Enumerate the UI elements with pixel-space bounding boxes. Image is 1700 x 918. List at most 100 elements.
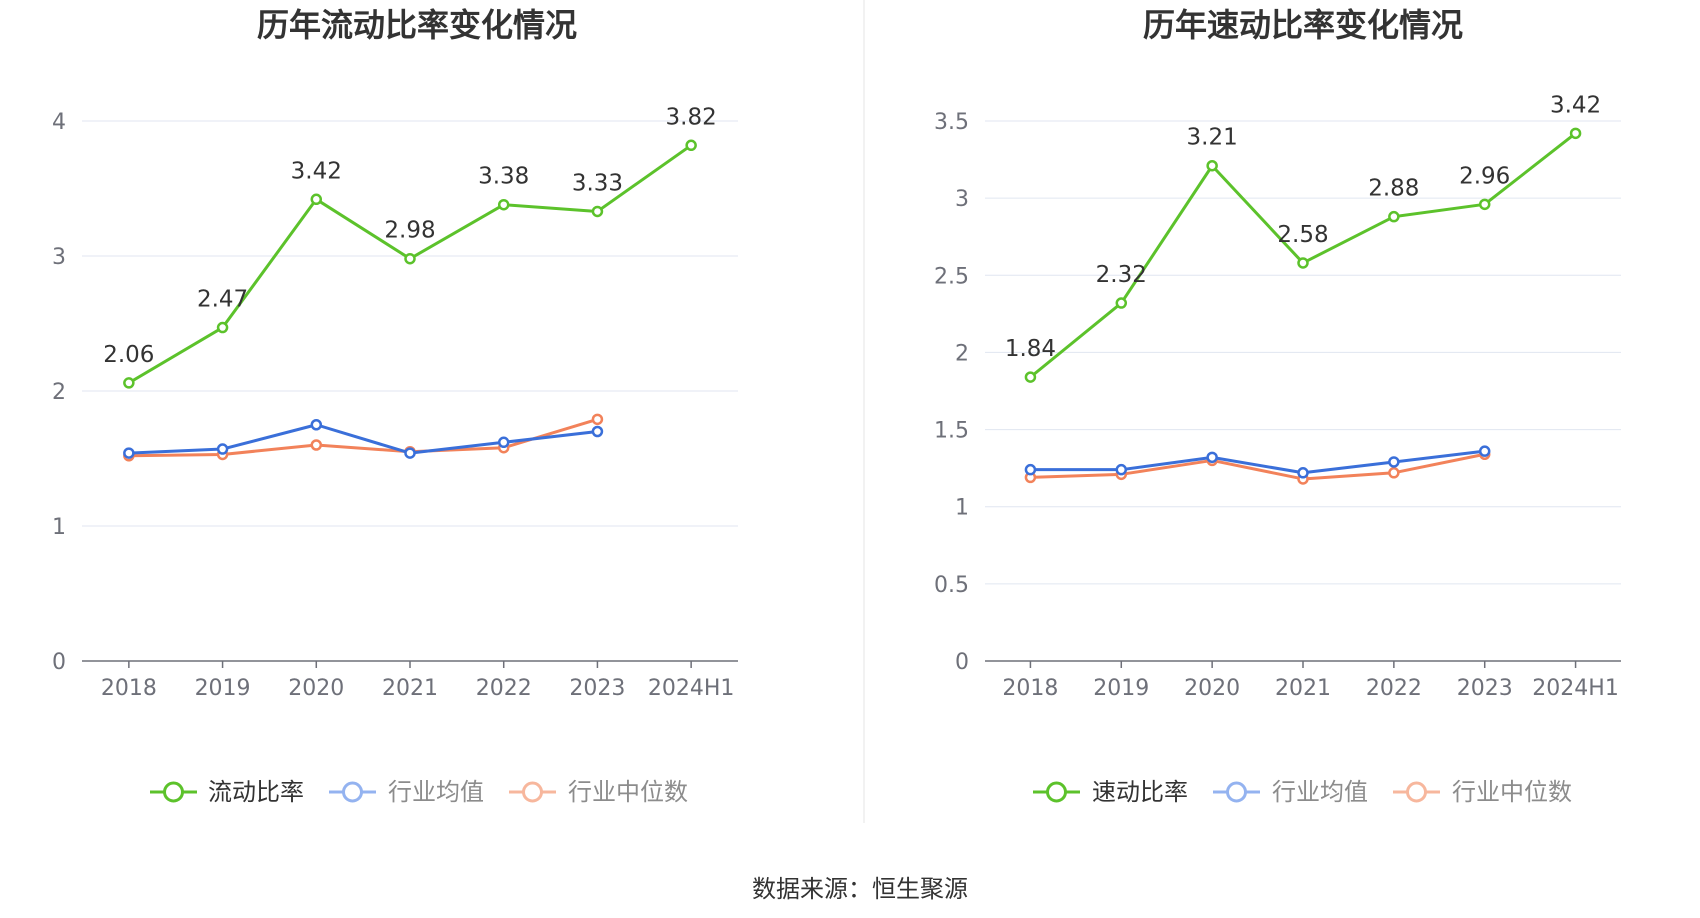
data-label: 2.98 [384,218,435,244]
data-point[interactable] [1388,467,1400,479]
y-tick-label: 1 [52,515,66,540]
legend-item-industry-average[interactable]: 行业均值 [329,778,484,806]
legend-marker-circle-icon [342,781,363,803]
y-tick-label: 1.5 [934,419,969,444]
series-line [128,423,598,455]
series-line [1030,449,1485,475]
plot-area: 0 0.5 1 1.5 2 2.5 3 3.5 2018 2019 2020 2021 2022 2023… [934,92,1621,701]
data-point[interactable] [497,436,510,449]
x-tick-label: 2024H1 [1532,676,1619,701]
data-point[interactable] [310,193,323,206]
data-point[interactable] [1297,467,1309,479]
data-point[interactable] [591,413,604,426]
legend-label: 速动比率 [1092,778,1188,806]
data-source: 数据来源：恒生聚源 [752,875,968,903]
data-point[interactable] [404,447,416,459]
legend: 速动比率 行业均值 行业中位数 [1033,778,1572,806]
x-tick-label: 2024H1 [648,676,735,701]
legend-label: 行业中位数 [568,778,688,806]
data-point[interactable] [404,252,416,265]
legend-label: 行业均值 [388,778,484,806]
x-tick-label: 2021 [1275,676,1331,701]
legend-label: 流动比率 [208,778,304,806]
data-point[interactable] [685,139,697,152]
y-tick-label: 0 [955,650,969,675]
main-series: 1.84 2.32 3.21 2.58 2.88 2.96 3.42 [1005,92,1601,383]
y-tick-label: 3.5 [934,110,969,135]
legend-label: 行业中位数 [1452,778,1572,806]
x-tick-label: 2023 [1457,676,1513,701]
data-label: 2.96 [1459,163,1510,189]
industry-average-series [123,419,604,459]
legend: 流动比率 行业均值 行业中位数 [150,778,688,806]
x-tick-label: 2019 [195,676,251,701]
legend-marker-circle-icon [1406,781,1427,803]
industry-median-series [1024,448,1491,485]
y-tick-label: 2.5 [934,264,969,289]
legend-item-industry-median[interactable]: 行业中位数 [509,778,688,806]
y-tick-label: 4 [52,110,66,135]
data-point[interactable] [1024,463,1037,476]
x-tick-label: 2020 [1184,676,1240,701]
data-label: 3.21 [1187,125,1238,151]
data-label: 1.84 [1005,336,1056,362]
data-point[interactable] [591,205,604,218]
x-tick-label: 2023 [569,676,625,701]
data-label: 3.42 [1550,92,1601,118]
y-tick-label: 0 [52,650,66,675]
industry-average-series [1024,445,1491,479]
legend-item-current-ratio[interactable]: 流动比率 [150,778,304,806]
data-point[interactable] [1478,445,1491,457]
data-point[interactable] [1206,451,1218,464]
data-point[interactable] [1478,198,1491,211]
data-point[interactable] [216,321,229,334]
legend-marker-circle-icon [163,781,184,803]
x-tick-label: 2022 [1366,676,1422,701]
data-point[interactable] [310,419,323,431]
legend-item-industry-average[interactable]: 行业均值 [1213,778,1368,806]
y-tick-label: 3 [52,245,66,270]
data-label: 2.88 [1368,176,1419,202]
series-line [128,417,598,458]
chart-title: 历年速动比率变化情况 [1143,6,1463,44]
data-point[interactable] [591,425,604,438]
data-point[interactable] [1115,463,1128,476]
data-point[interactable] [497,198,510,211]
legend-marker-circle-icon [522,781,543,803]
data-label: 2.06 [103,342,154,368]
legend-label: 行业均值 [1272,778,1368,806]
main-series: 2.06 2.47 3.42 2.98 3.38 3.33 3.82 [103,104,717,389]
data-point[interactable] [1297,257,1309,269]
data-point[interactable] [123,377,135,389]
data-point[interactable] [123,447,135,459]
data-point[interactable] [1569,127,1582,140]
current-ratio-chart: 历年流动比率变化情况 0 1 2 3 4 2018 2019 2020 2021 2022 2023… [52,6,738,806]
chart-title: 历年流动比率变化情况 [257,6,577,44]
legend-item-industry-median[interactable]: 行业中位数 [1393,778,1572,806]
x-tick-label: 2022 [476,676,532,701]
data-label: 2.58 [1277,222,1328,248]
data-point[interactable] [1115,297,1128,309]
data-point[interactable] [216,443,229,455]
data-point[interactable] [310,439,323,451]
x-tick-label: 2020 [288,676,344,701]
x-tick-label: 2021 [382,676,438,701]
quick-ratio-chart: 历年速动比率变化情况 0 0.5 1 1.5 2 2.5 3 3.5 2018 2019 2020 2… [934,6,1621,806]
data-label: 3.42 [291,158,342,184]
x-tick-label: 2018 [101,676,157,701]
x-tick-label: 2019 [1093,676,1149,701]
data-point[interactable] [1024,371,1037,383]
data-label: 2.32 [1096,262,1147,288]
data-label: 2.47 [197,287,248,313]
data-point[interactable] [1206,159,1218,172]
y-tick-label: 1 [955,496,969,521]
legend-marker-circle-icon [1046,781,1067,803]
x-tick-label: 2018 [1002,676,1058,701]
data-label: 3.82 [666,104,717,130]
legend-item-quick-ratio[interactable]: 速动比率 [1033,778,1188,806]
data-label: 3.38 [478,164,529,190]
data-point[interactable] [1388,456,1400,468]
data-point[interactable] [1388,210,1400,223]
